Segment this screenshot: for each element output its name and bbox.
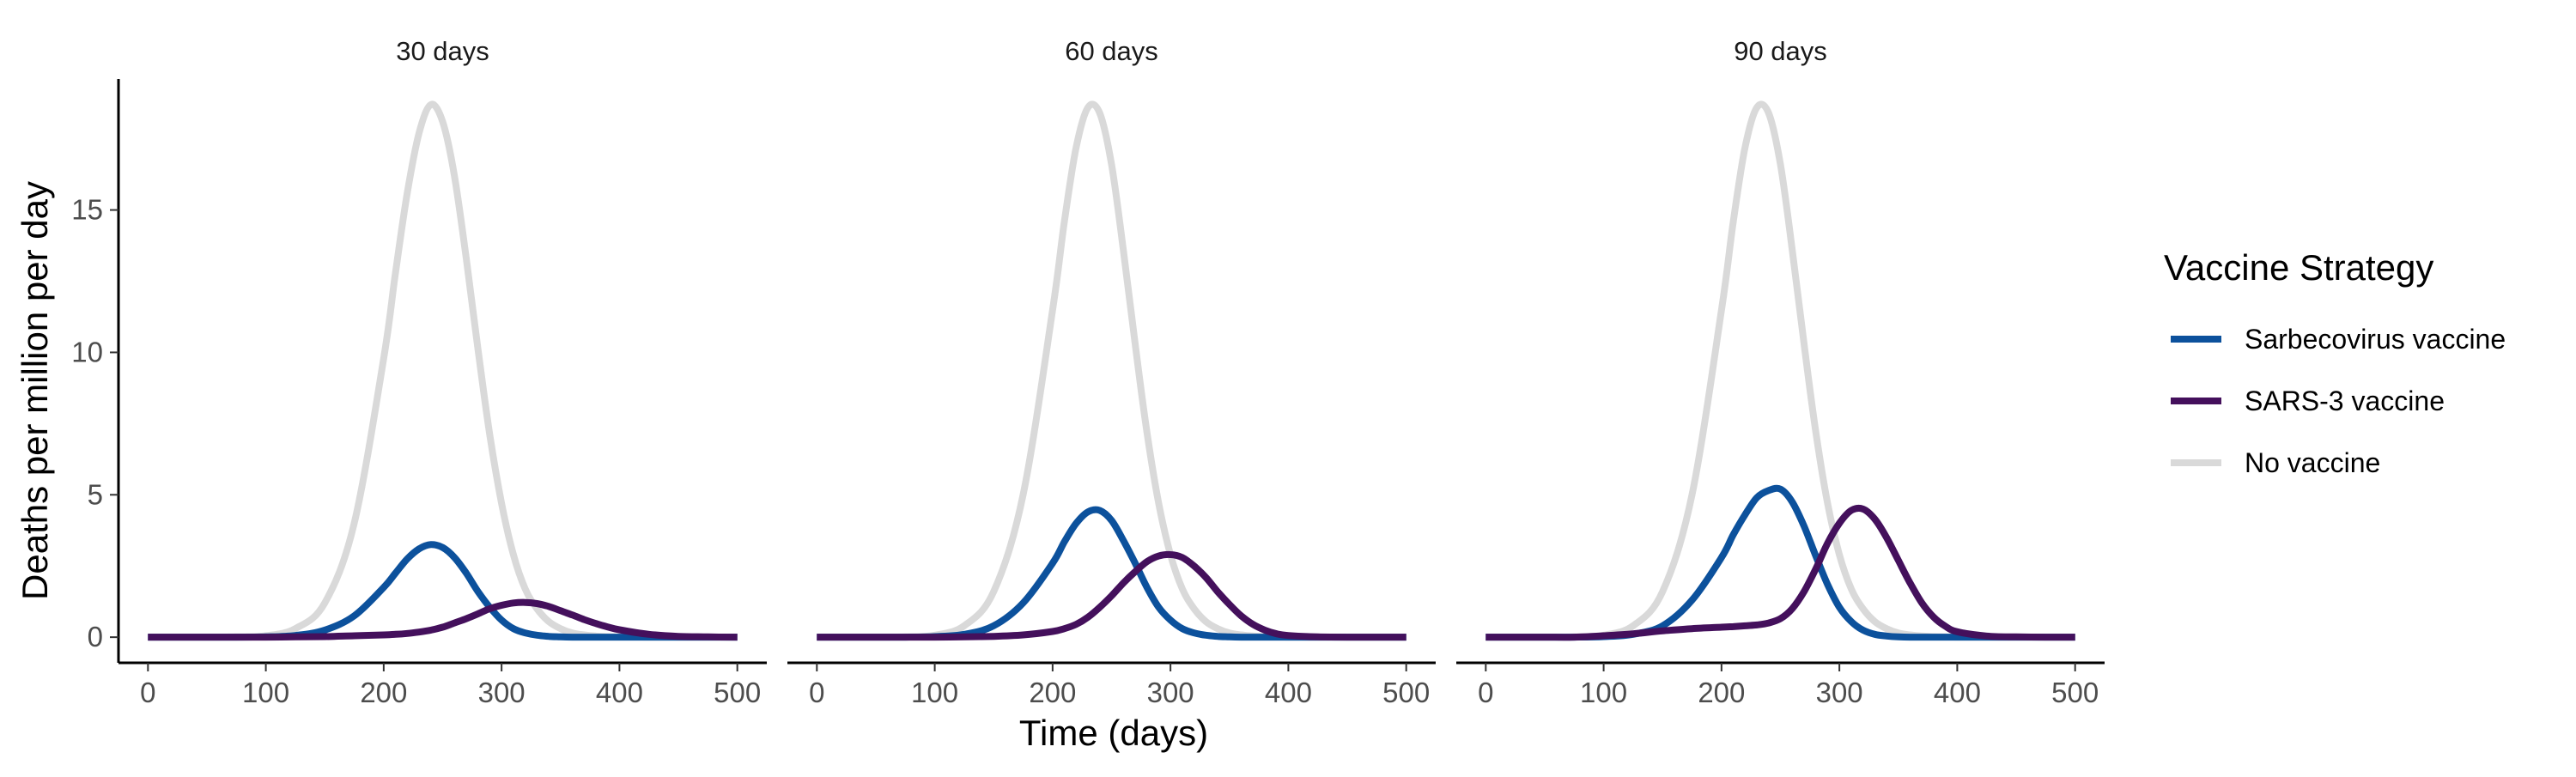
series-line-sars-3-vaccine — [817, 550, 1406, 641]
legend-label: Sarbecovirus vaccine — [2245, 324, 2506, 355]
x-tick-label: 400 — [1934, 677, 1981, 708]
y-tick-label: 15 — [71, 194, 103, 226]
x-tick-label: 0 — [1478, 677, 1493, 708]
x-tick-label: 500 — [714, 677, 761, 708]
panel-3: 90 days 0 100 200 300 400 500 — [1456, 36, 2105, 708]
series-line-no-vaccine — [148, 100, 738, 641]
x-tick-label: 400 — [1265, 677, 1312, 708]
series-line-sars-3-vaccine — [148, 598, 738, 641]
panel-title: 90 days — [1734, 36, 1827, 66]
y-tick-label: 0 — [88, 621, 103, 653]
x-tick-label: 200 — [360, 677, 407, 708]
panel-title: 60 days — [1065, 36, 1158, 66]
x-tick-label: 0 — [140, 677, 155, 708]
x-tick-label: 300 — [1147, 677, 1194, 708]
legend: Vaccine Strategy Sarbecovirus vaccine SAR… — [2164, 247, 2506, 478]
series-line-no-vaccine — [817, 100, 1406, 641]
panel-2: 60 days 0 100 200 300 400 500 — [787, 36, 1436, 708]
y-tick-label: 10 — [71, 336, 103, 367]
panel-1: 30 days 0 5 10 15 0 100 200 300 400 500 — [71, 36, 767, 708]
y-axis-title: Deaths per million per day — [15, 181, 55, 600]
series-line-sars-3-vaccine — [1485, 504, 2075, 641]
series-line-sarbecovirus-vaccine — [817, 506, 1406, 641]
x-tick-label: 0 — [809, 677, 824, 708]
x-tick-label: 300 — [1816, 677, 1863, 708]
series-line-sarbecovirus-vaccine — [148, 541, 738, 641]
x-tick-label: 300 — [478, 677, 526, 708]
legend-label: SARS-3 vaccine — [2245, 385, 2445, 416]
x-tick-label: 400 — [596, 677, 643, 708]
x-tick-label: 100 — [242, 677, 289, 708]
panel-title: 30 days — [396, 36, 489, 66]
y-tick-label: 5 — [88, 478, 103, 510]
series-line-no-vaccine — [1485, 100, 2075, 641]
x-tick-label: 500 — [2051, 677, 2099, 708]
legend-title: Vaccine Strategy — [2164, 247, 2433, 288]
x-tick-label: 200 — [1029, 677, 1076, 708]
x-tick-label: 100 — [1580, 677, 1627, 708]
x-axis-title: Time (days) — [1019, 713, 1208, 753]
x-tick-label: 100 — [911, 677, 958, 708]
legend-label: No vaccine — [2245, 447, 2380, 478]
x-tick-label: 500 — [1382, 677, 1430, 708]
x-tick-label: 200 — [1698, 677, 1745, 708]
